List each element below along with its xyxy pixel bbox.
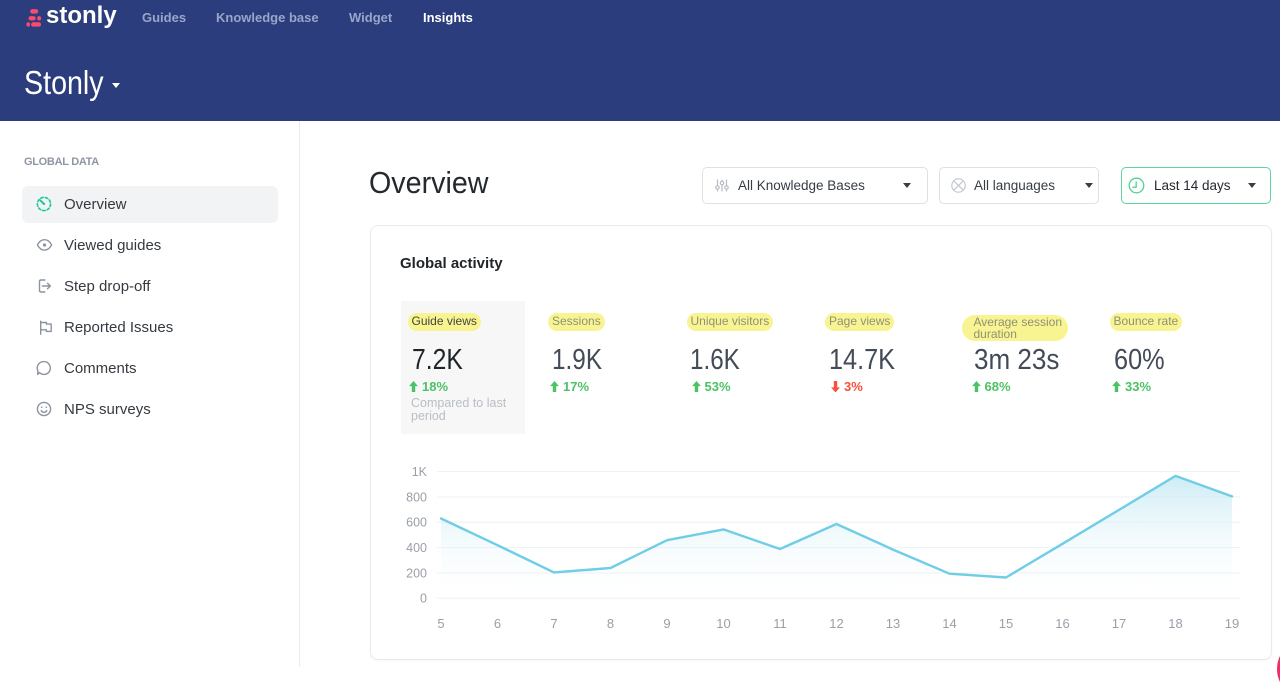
svg-text:17: 17 xyxy=(1112,616,1126,631)
svg-text:14: 14 xyxy=(942,616,956,631)
svg-text:800: 800 xyxy=(406,490,427,504)
svg-text:0: 0 xyxy=(420,592,427,606)
svg-text:10: 10 xyxy=(716,616,730,631)
svg-text:8: 8 xyxy=(607,616,614,631)
svg-text:600: 600 xyxy=(406,516,427,530)
svg-text:1K: 1K xyxy=(412,465,428,479)
svg-text:19: 19 xyxy=(1225,616,1239,631)
svg-text:16: 16 xyxy=(1055,616,1069,631)
svg-text:11: 11 xyxy=(773,616,787,631)
svg-text:13: 13 xyxy=(886,616,900,631)
svg-text:15: 15 xyxy=(999,616,1013,631)
svg-text:200: 200 xyxy=(406,566,427,580)
svg-text:12: 12 xyxy=(829,616,843,631)
svg-text:7: 7 xyxy=(550,616,557,631)
svg-text:400: 400 xyxy=(406,541,427,555)
svg-text:5: 5 xyxy=(437,616,444,631)
svg-text:6: 6 xyxy=(494,616,501,631)
svg-text:18: 18 xyxy=(1168,616,1182,631)
svg-text:9: 9 xyxy=(663,616,670,631)
